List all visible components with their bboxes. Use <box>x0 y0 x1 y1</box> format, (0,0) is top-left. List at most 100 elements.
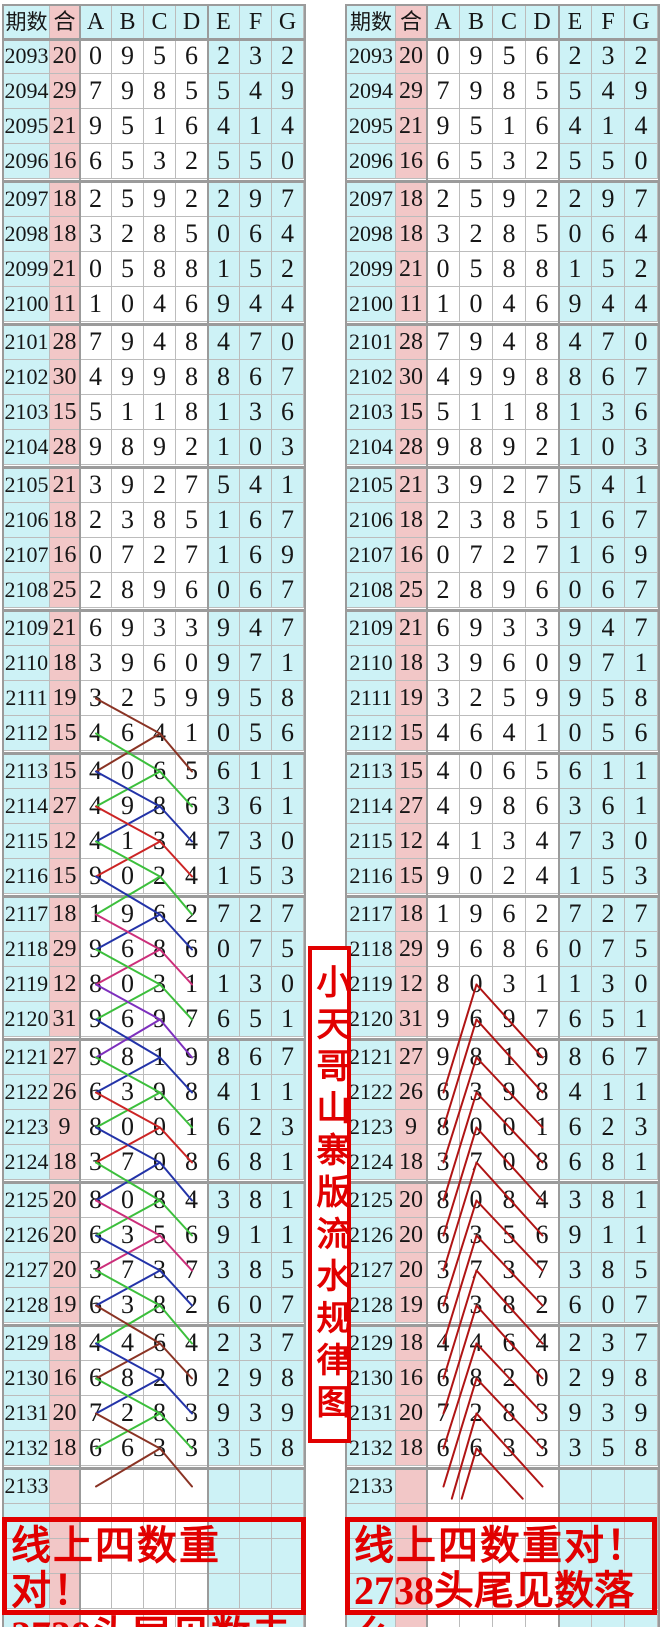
value-cell: 8 <box>460 1361 493 1396</box>
value-cell: 7 <box>112 1253 144 1288</box>
value-cell: 5 <box>460 144 493 179</box>
value-cell: 8 <box>112 573 144 608</box>
value-cell: 1 <box>559 967 592 1002</box>
value-cell: 1 <box>493 1040 526 1075</box>
value-cell: 0 <box>460 967 493 1002</box>
value-cell: 3 <box>272 859 304 894</box>
value-cell <box>493 1574 526 1609</box>
value-cell: 1 <box>460 395 493 430</box>
value-cell: 6 <box>208 754 240 789</box>
group-separator <box>347 1324 658 1327</box>
value-cell <box>208 1469 240 1504</box>
value-cell: 21 <box>50 468 80 503</box>
value-cell: 0 <box>272 325 304 360</box>
value-cell: 2 <box>176 144 208 179</box>
value-cell: 4 <box>208 325 240 360</box>
value-cell: 19 <box>396 1288 427 1323</box>
value-cell: 6 <box>427 611 460 646</box>
column-header: G <box>272 6 304 39</box>
value-cell: 1 <box>559 503 592 538</box>
value-cell: 9 <box>460 611 493 646</box>
value-cell: 8 <box>240 1253 272 1288</box>
value-cell <box>493 1539 526 1574</box>
value-cell: 1 <box>526 716 559 751</box>
value-cell: 28 <box>50 325 80 360</box>
value-cell: 9 <box>592 1361 625 1396</box>
value-cell: 8 <box>176 1075 208 1110</box>
value-cell: 3 <box>625 430 658 465</box>
value-cell: 0 <box>625 824 658 859</box>
value-cell: 9 <box>80 430 112 465</box>
value-cell: 6 <box>112 1002 144 1037</box>
value-cell: 4 <box>80 754 112 789</box>
value-cell <box>625 1469 658 1504</box>
value-cell: 8 <box>144 789 176 824</box>
value-cell: 9 <box>112 611 144 646</box>
footer-note-right: 线上四数重对！ 2738头尾见数落么 <box>345 1517 657 1627</box>
group-separator <box>4 1038 304 1041</box>
value-cell: 1 <box>559 859 592 894</box>
value-cell: 9 <box>272 538 304 573</box>
value-cell: 6 <box>526 109 559 144</box>
value-cell: 5 <box>208 468 240 503</box>
period-cell: 2105 <box>4 468 50 503</box>
value-cell: 9 <box>493 1002 526 1037</box>
value-cell: 7 <box>240 932 272 967</box>
value-cell: 1 <box>625 1183 658 1218</box>
period-cell: 2129 <box>4 1326 50 1361</box>
value-cell: 8 <box>625 1431 658 1466</box>
value-cell: 3 <box>559 1253 592 1288</box>
value-cell: 1 <box>272 468 304 503</box>
period-cell: 2093 <box>347 39 396 74</box>
value-cell: 3 <box>592 1396 625 1431</box>
value-cell: 5 <box>625 1253 658 1288</box>
column-header: B <box>112 6 144 39</box>
value-cell: 0 <box>559 932 592 967</box>
value-cell: 9 <box>427 1040 460 1075</box>
value-cell: 2 <box>208 39 240 74</box>
value-cell: 18 <box>50 503 80 538</box>
value-cell: 0 <box>112 1110 144 1145</box>
value-cell: 7 <box>176 538 208 573</box>
period-cell: 2108 <box>347 573 396 608</box>
value-cell: 27 <box>50 1040 80 1075</box>
value-cell: 3 <box>208 1253 240 1288</box>
value-cell: 2 <box>144 1361 176 1396</box>
value-cell: 6 <box>493 897 526 932</box>
column-separator <box>426 6 428 1627</box>
period-cell: 2102 <box>4 360 50 395</box>
period-cell: 2114 <box>347 789 396 824</box>
value-cell: 9 <box>240 1361 272 1396</box>
value-cell: 20 <box>396 1396 427 1431</box>
period-cell: 2103 <box>4 395 50 430</box>
value-cell: 3 <box>240 395 272 430</box>
period-cell: 2130 <box>4 1361 50 1396</box>
value-cell: 6 <box>493 1326 526 1361</box>
value-cell: 16 <box>396 144 427 179</box>
value-cell: 7 <box>625 573 658 608</box>
value-cell: 6 <box>625 395 658 430</box>
value-cell: 19 <box>50 1288 80 1323</box>
value-cell: 19 <box>50 681 80 716</box>
value-cell: 8 <box>559 360 592 395</box>
period-cell: 2112 <box>347 716 396 751</box>
value-cell: 7 <box>272 897 304 932</box>
value-cell: 7 <box>460 1145 493 1180</box>
value-cell: 5 <box>144 1218 176 1253</box>
value-cell <box>427 1539 460 1574</box>
period-cell: 2105 <box>347 468 396 503</box>
value-cell: 5 <box>493 681 526 716</box>
column-header: F <box>592 6 625 39</box>
period-cell: 2106 <box>4 503 50 538</box>
column-separator <box>207 6 209 1627</box>
value-cell: 8 <box>493 1183 526 1218</box>
value-cell: 9 <box>144 573 176 608</box>
value-cell: 6 <box>559 1145 592 1180</box>
value-cell: 7 <box>112 1145 144 1180</box>
value-cell: 6 <box>559 1288 592 1323</box>
period-cell: 2113 <box>347 754 396 789</box>
column-header: 合 <box>50 6 80 39</box>
period-cell: 2119 <box>4 967 50 1002</box>
value-cell: 5 <box>559 74 592 109</box>
column-header: 合 <box>396 6 427 39</box>
